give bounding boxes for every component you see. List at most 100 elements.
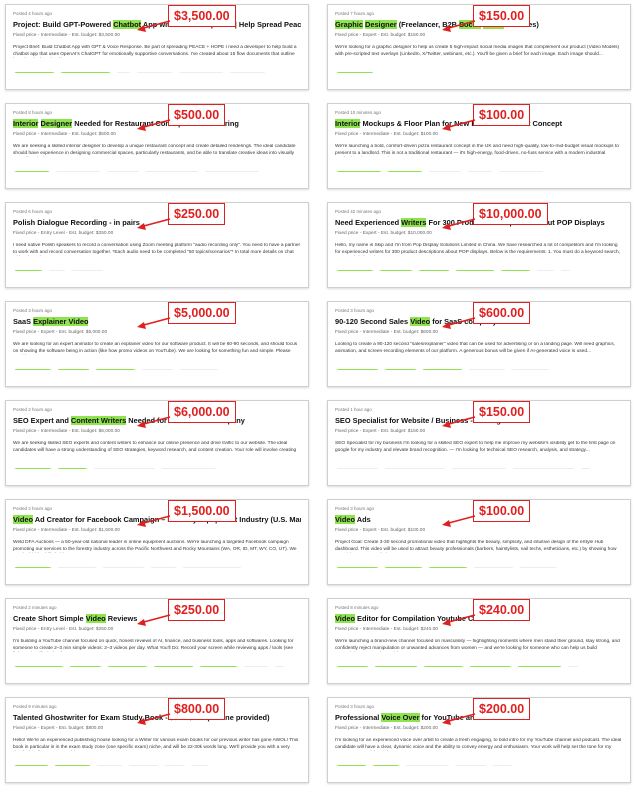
skill-tag: Video Editing: [56, 369, 92, 370]
job-card: Posted 1 hour ago SEO Specialist for Webs…: [327, 400, 631, 486]
skill-tag: Deep Learning: [228, 72, 267, 73]
job-description: We are looking for an expert animator to…: [13, 342, 298, 354]
title-text: Mockups & Floor Plan for New Pizza Resta…: [360, 119, 563, 128]
highlight: Chatbot: [113, 20, 142, 29]
skill-tag: Video Commercial: [335, 369, 381, 370]
job-description: We are seeking a skilled interior design…: [13, 144, 296, 156]
tag-list: Interior DesignCommercial Design3D Rende…: [13, 163, 301, 172]
tag-list: Video CommercialExplainer VideoVideo Pro…: [335, 559, 623, 568]
skill-tag: Graphic Design: [335, 72, 375, 73]
skill-tag: Content Writing: [335, 270, 375, 271]
skill-tag: Video Editing: [67, 666, 103, 667]
title-text: (Freelancer, B2B: [396, 20, 460, 29]
tag-list: Content WritingSEO WritingSearch Engine …: [13, 460, 301, 469]
skill-tag: Java: [114, 72, 133, 73]
skill-tag: 3D Rendering: [426, 171, 464, 172]
tag-list: Screen-casting VideoVideo EditingVideo P…: [13, 658, 301, 667]
skill-tag: Facebook: [149, 567, 178, 568]
skill-tag: Motion Graphics: [178, 369, 220, 370]
skill-tag: Blog Writing: [499, 270, 532, 271]
skill-tag: 3D Rendering: [104, 171, 142, 172]
price-callout: $200.00: [473, 698, 531, 720]
skill-tag: Ebook Writing: [13, 765, 50, 766]
job-meta: Fixed price - Expert - Est. budget: $5,0…: [13, 330, 108, 335]
price-callout: $250.00: [168, 599, 226, 621]
skill-tag: English: [163, 765, 187, 766]
skill-tag: Nonfiction: [95, 765, 124, 766]
job-card: Posted 3 hours ago Professional Voice Ove…: [327, 697, 631, 783]
price-callout: $10,000.00: [473, 203, 548, 225]
job-card: Posted 3 hours ago Video Ads Fixed price -…: [327, 499, 631, 585]
skill-tag: Motion Graphics: [510, 369, 552, 370]
job-meta: Fixed price - Expert - Est. budget: $10,…: [335, 231, 432, 236]
tag-list: Video CommercialVideo EditingVideo Produ…: [335, 361, 623, 370]
skill-tag: SketchUp: [466, 171, 495, 172]
job-meta: Fixed price - Intermediate - Est. budget…: [13, 33, 120, 38]
price-callout: $600.00: [473, 302, 531, 324]
highlight: Explainer Video: [33, 317, 89, 326]
title-text: Ad Creator for Facebook Campaign – Fores…: [33, 515, 301, 524]
price-callout: $800.00: [168, 698, 226, 720]
skill-tag: Content Writing: [52, 765, 93, 766]
posted-time: Posted 10 minutes ago: [335, 110, 382, 115]
job-meta: Fixed price - Expert - Est. budget: $100…: [335, 528, 426, 533]
job-title: SEO Specialist for Website / Business - …: [335, 416, 623, 426]
skill-tag: SEO Performance: [335, 468, 381, 469]
posted-time: Posted 2 hours ago: [13, 506, 53, 511]
highlight: Designer: [365, 20, 397, 29]
job-description: Project Goal: Create 3-30 second promoti…: [335, 540, 617, 552]
job-card: Posted 2 hours ago SEO Expert and Content…: [5, 400, 309, 486]
job-meta: Fixed price - Intermediate - Est. budget…: [335, 330, 438, 335]
job-description: We're launching a brand-new channel focu…: [335, 639, 620, 651]
tag-list: SEO PerformanceSEO Setup & Configuration…: [335, 460, 623, 469]
job-description: I need native Polish speakers to record …: [13, 243, 301, 255]
skill-tag: Lead Generation: [55, 567, 98, 568]
skill-tag: Education: [241, 666, 270, 667]
posted-time: Posted 1 hour ago: [335, 407, 372, 412]
title-text: Create Short Simple: [13, 614, 86, 623]
job-title: Project: Build GPT-Powered Chatbot App w…: [13, 20, 301, 30]
posted-time: Posted 7 hours ago: [335, 11, 375, 16]
job-description: We're looking for a graphic designer to …: [335, 45, 620, 57]
job-card: Posted 2 minutes ago Create Short Simple …: [5, 598, 309, 684]
tag-list: Graphic DesignLead GenerationVideo Comme…: [13, 559, 301, 568]
job-meta: Fixed price - Intermediate - Est. budget…: [13, 132, 116, 137]
title-text: SEO Expert and: [13, 416, 71, 425]
job-meta: Fixed price - Expert - Est. budget: $150…: [335, 429, 426, 434]
tag-list: Voice ActingVoice-overUS English Dialect…: [335, 757, 623, 766]
skill-tag: Article Writing: [377, 270, 414, 271]
title-text: SEO Specialist for Website / Business - …: [335, 416, 523, 425]
skill-tag: Interior Design: [386, 171, 424, 172]
price-callout: $100.00: [473, 104, 531, 126]
title-text: Professional: [335, 713, 382, 722]
skill-tag: Autodesk AutoCAD: [497, 171, 545, 172]
posted-time: Posted 3 hours ago: [335, 308, 375, 313]
job-title: Video Ads: [335, 515, 623, 525]
posted-time: Posted 9 minutes ago: [13, 704, 57, 709]
highlight: Voice Over: [381, 713, 420, 722]
skill-tag: Blog Content: [416, 270, 452, 271]
skill-tag: Photorealistic Rendering: [203, 171, 262, 172]
tag-list: Graphic Design: [335, 64, 623, 73]
posted-time: Posted 6 hours ago: [13, 209, 53, 214]
title-text: Talented Ghostwriter for Exam Study Book…: [13, 713, 270, 722]
skill-tag: Video Production: [421, 369, 465, 370]
job-title: Polish Dialogue Recording - in pairs: [13, 218, 301, 228]
highlight: Video: [335, 515, 355, 524]
job-card: Posted 6 hours ago Polish Dialogue Record…: [5, 202, 309, 288]
skill-tag: Commercial Design: [335, 171, 384, 172]
posted-time: Posted 3 hours ago: [335, 704, 375, 709]
job-description: We're launching a bold, comfort-driven p…: [335, 144, 619, 156]
highlight: Graphic: [335, 20, 363, 29]
posted-time: Posted 8 minutes ago: [335, 605, 379, 610]
price-callout: $240.00: [473, 599, 531, 621]
title-text: 90-120 Second Sales: [335, 317, 411, 326]
skill-tag: Screen-casting Video: [13, 666, 65, 667]
job-description: Hello, my name is Skip and I'm from Pop …: [335, 243, 620, 255]
highlight: Content Writers: [70, 416, 127, 425]
skill-tag: SEO Keyword Research: [159, 468, 218, 469]
skill-tag: Video Post-Editing: [373, 666, 419, 667]
skill-tag: Explainer Video: [13, 369, 54, 370]
job-card: Posted 7 hours ago Graphic Designer (Free…: [327, 4, 631, 90]
